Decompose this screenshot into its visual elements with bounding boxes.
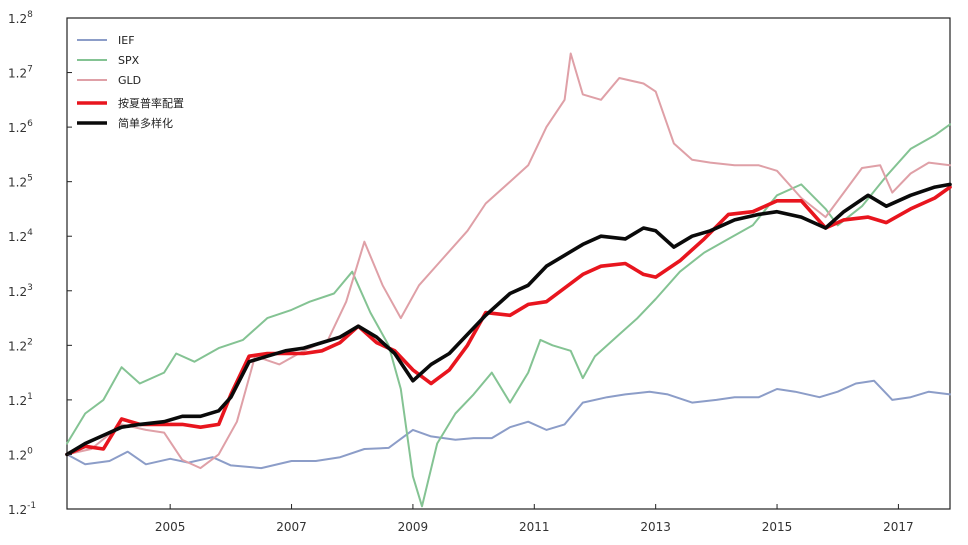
series-layer <box>65 52 952 508</box>
y-tick-label: 1.28 <box>8 10 33 26</box>
legend-label: GLD <box>118 74 141 87</box>
x-tick-label: 2007 <box>276 520 307 534</box>
y-tick-label: 1.22 <box>8 337 33 353</box>
y-axis: 1.2-1 1.20 1.21 1.22 1.23 1.24 1.25 1.26 1.27 1.2… <box>8 10 72 517</box>
x-tick-label: 2017 <box>883 520 914 534</box>
x-tick-label: 2013 <box>640 520 671 534</box>
x-tick-label: 2005 <box>155 520 186 534</box>
series-line-4 <box>65 182 952 457</box>
y-tick-label: 1.20 <box>8 446 33 462</box>
legend-label: 简单多样化 <box>118 116 173 130</box>
legend-label: SPX <box>118 54 140 67</box>
series-line-3 <box>65 185 952 457</box>
series-line-2 <box>66 52 951 470</box>
series-line-0 <box>66 379 951 470</box>
legend-label: IEF <box>118 34 135 47</box>
y-tick-label: 1.24 <box>8 228 33 244</box>
legend-label: 按夏普率配置 <box>118 96 184 110</box>
x-tick-label: 2009 <box>398 520 429 534</box>
y-tick-label: 1.27 <box>8 65 33 81</box>
x-axis: 2005 2007 2009 2011 2013 2015 2017 <box>155 504 914 534</box>
x-tick-label: 2011 <box>519 520 550 534</box>
y-tick-label: 1.2-1 <box>8 501 36 517</box>
y-tick-label: 1.25 <box>8 174 33 190</box>
y-tick-label: 1.21 <box>8 392 33 408</box>
plot-frame <box>66 17 951 510</box>
y-tick-label: 1.26 <box>8 119 33 135</box>
x-tick-label: 2015 <box>762 520 793 534</box>
y-tick-label: 1.23 <box>8 283 33 299</box>
series-line-1 <box>66 123 951 508</box>
